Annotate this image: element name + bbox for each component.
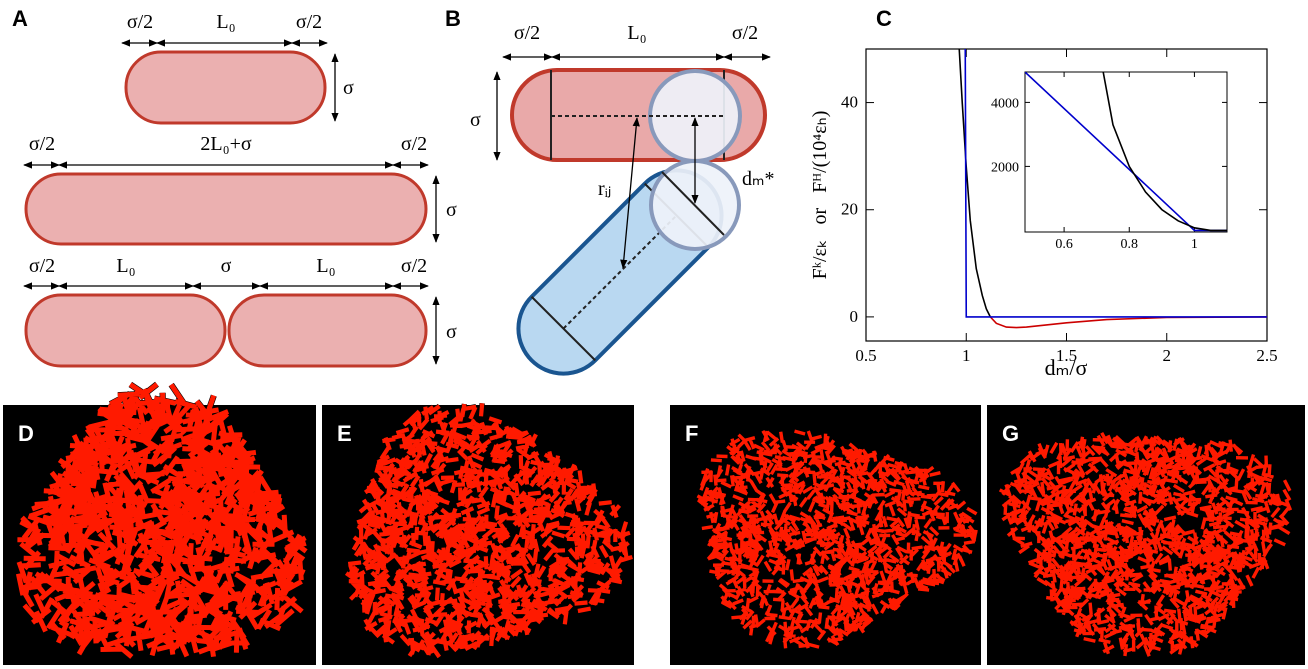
dim-label: rᵢⱼ [598, 178, 611, 200]
series-line [990, 317, 1267, 328]
series-line [959, 49, 990, 317]
diagram-b: σ/2 L₀ σ/2 σ rᵢⱼ dₘ* [470, 22, 774, 392]
panel-label: D [18, 421, 34, 446]
y-tick-label: 2000 [991, 160, 1019, 175]
figure: A B C σ/2 L₀ σ/2 σ σ/2 2L₀+σ σ/2 σ σ/2 L… [0, 0, 1308, 669]
y-axis-label: Fᵏ/εₖ or Fᴴ/(10⁴εₕ) [809, 111, 831, 280]
dim-label: σ [446, 199, 457, 221]
x-tick-label: 1 [962, 346, 971, 365]
x-tick-label: 2.5 [1256, 346, 1277, 365]
dim-label: L₀ [116, 255, 135, 277]
dim-label: σ [446, 321, 457, 343]
dim-label: σ [470, 109, 481, 131]
inset-frame [1025, 72, 1227, 232]
capsule [126, 52, 325, 123]
dim-label: L₀ [216, 11, 235, 33]
dim-label: σ/2 [732, 22, 758, 44]
x-tick-label: 0.5 [855, 346, 876, 365]
panel-label: A [12, 6, 28, 31]
dim-label: σ/2 [29, 255, 55, 277]
y-tick-label: 4000 [991, 96, 1019, 111]
x-tick-label: 1 [1191, 237, 1198, 252]
panel-label: F [685, 421, 698, 446]
x-tick-label: 2 [1163, 346, 1172, 365]
capsule [229, 295, 426, 366]
dim-label: σ/2 [127, 11, 153, 33]
capsule [26, 174, 426, 244]
dim-label: σ/2 [401, 133, 427, 155]
x-tick-label: 1.5 [1056, 346, 1077, 365]
dim-label: σ [221, 255, 232, 277]
panel-label: G [1002, 421, 1019, 446]
dim-label: dₘ* [742, 168, 774, 190]
diagram-a: σ/2 L₀ σ/2 σ σ/2 2L₀+σ σ/2 σ σ/2 L₀ σ L₀… [24, 11, 457, 366]
y-tick-label: 0 [850, 307, 859, 326]
dim-label: L₀ [316, 255, 335, 277]
x-tick-label: 0.8 [1121, 237, 1139, 252]
panel-label: E [337, 421, 352, 446]
x-tick-label: 0.6 [1055, 237, 1073, 252]
panel-label: C [876, 6, 892, 31]
dim-label: σ/2 [401, 255, 427, 277]
dim-label: σ/2 [29, 133, 55, 155]
capsule [26, 295, 225, 366]
dim-label: σ [343, 77, 354, 99]
dim-label: 2L₀+σ [200, 133, 251, 155]
y-tick-label: 40 [841, 93, 858, 112]
y-tick-label: 20 [841, 200, 858, 219]
simulation-panels: D E F G [3, 384, 1305, 665]
panel-label: B [445, 6, 461, 31]
dim-label: L₀ [627, 22, 646, 44]
dim-label: σ/2 [514, 22, 540, 44]
dim-label: σ/2 [296, 11, 322, 33]
